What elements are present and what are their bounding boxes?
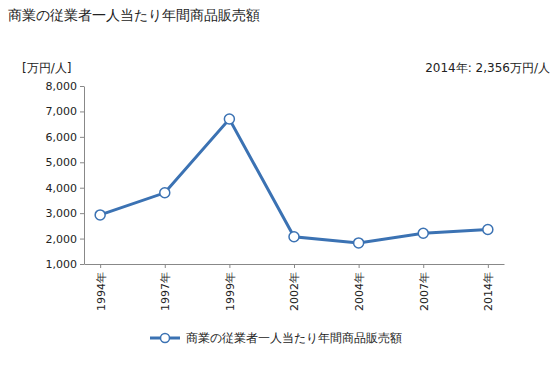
y-tick: 8,000: [46, 80, 85, 93]
data-point: [224, 114, 234, 124]
tick-mark: [80, 239, 84, 240]
legend-label: 商業の従業者一人当たり年間商品販売額: [186, 331, 402, 345]
y-tick: 3,000: [46, 207, 85, 220]
axis-line: [84, 87, 85, 265]
tick-mark: [80, 162, 84, 163]
tick-label: 6,000: [46, 131, 78, 144]
data-point: [354, 238, 364, 248]
tick-label: 3,000: [46, 207, 78, 220]
x-tick: 2007年: [418, 264, 431, 311]
title: 商業の従業者一人当たり年間商品販売額: [8, 7, 260, 23]
y-axis-label: [万円/人]: [22, 61, 71, 75]
data-point: [160, 188, 170, 198]
tick-mark: [80, 264, 84, 265]
tick-mark: [423, 264, 424, 268]
tick-mark: [359, 264, 360, 268]
tick-mark: [294, 264, 295, 268]
x-axis: 1994年 1997年 1999年 2002年 2004年 2007年 2014年: [85, 264, 505, 311]
tick-label: 1997年: [159, 272, 172, 311]
tick-mark: [80, 111, 84, 112]
tick-label: 2007年: [418, 272, 431, 311]
tick-label: 1,000: [46, 258, 78, 271]
tick-label: 5,000: [46, 156, 78, 169]
chart: 商業の従業者一人当たり年間商品販売額 [万円/人] 2014年: 2,356万円/人…: [0, 0, 560, 366]
x-tick: 2002年: [288, 264, 301, 311]
tick-mark: [80, 86, 84, 87]
tick-label: 4,000: [46, 182, 78, 195]
tick-label: 2004年: [353, 272, 366, 311]
x-tick: 2004年: [353, 264, 366, 311]
legend-marker: [161, 334, 170, 343]
y-tick: 1,000: [46, 258, 85, 271]
legend: 商業の従業者一人当たり年間商品販売額: [150, 331, 402, 345]
tick-mark: [229, 264, 230, 268]
tick-mark: [80, 213, 84, 214]
tick-label: 2,000: [46, 233, 78, 246]
data-point: [483, 225, 493, 235]
tick-mark: [488, 264, 489, 268]
x-tick: 1999年: [224, 264, 237, 311]
annotation: 2014年: 2,356万円/人: [425, 61, 550, 75]
y-tick: 7,000: [46, 105, 85, 118]
y-axis: 1,000 2,000 3,000 4,000 5,000 6,000 7,000 8,000: [46, 80, 85, 271]
tick-label: 1994年: [95, 272, 108, 311]
series-line: [100, 119, 488, 243]
data-point: [95, 210, 105, 220]
tick-label: 2014年: [482, 272, 495, 311]
y-tick: 5,000: [46, 156, 85, 169]
x-tick: 1997年: [159, 264, 172, 311]
data-point: [418, 228, 428, 238]
data-point: [289, 232, 299, 242]
x-tick: 2014年: [482, 264, 495, 311]
tick-mark: [100, 264, 101, 268]
y-tick: 4,000: [46, 182, 85, 195]
y-tick: 6,000: [46, 131, 85, 144]
tick-label: 2002年: [288, 272, 301, 311]
plot-area: [95, 114, 493, 248]
tick-label: 8,000: [46, 80, 78, 93]
tick-mark: [80, 188, 84, 189]
y-tick: 2,000: [46, 233, 85, 246]
tick-label: 1999年: [224, 272, 237, 311]
tick-mark: [80, 137, 84, 138]
tick-mark: [165, 264, 166, 268]
tick-label: 7,000: [46, 105, 78, 118]
x-tick: 1994年: [95, 264, 108, 311]
